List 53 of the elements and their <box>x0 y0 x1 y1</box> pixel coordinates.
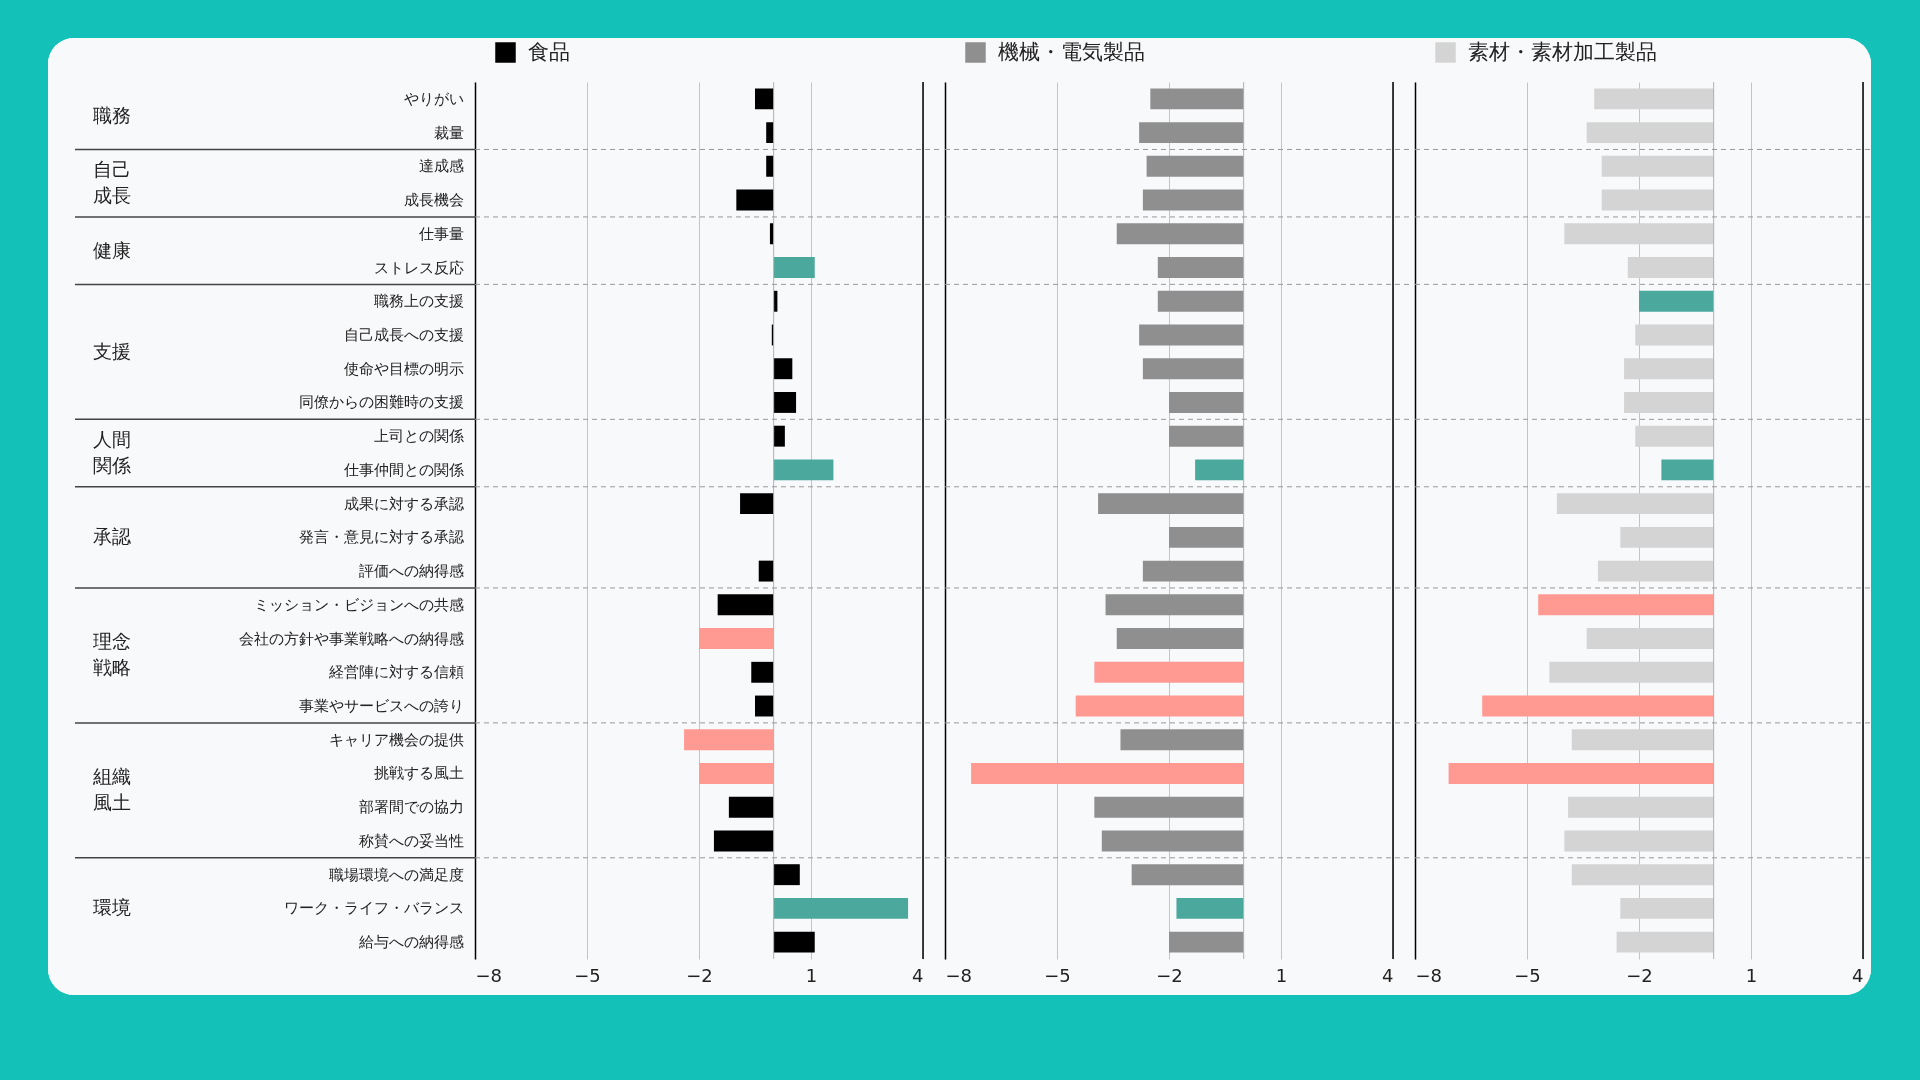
y-tick-label: 称賛への妥当性 <box>358 831 464 850</box>
legend-label: 食品 <box>528 39 570 64</box>
y-tick-label: 仕事量 <box>417 224 464 243</box>
x-tick-label: 1 <box>805 964 818 986</box>
y-tick-label: 部署間での協力 <box>358 798 464 817</box>
y-tick-label: 挑戦する風土 <box>373 764 464 783</box>
y-tick-label: 自己成長への支援 <box>343 325 464 344</box>
text: 組織風土 <box>92 765 131 814</box>
y-tick-label: キャリア機会の提供 <box>328 730 464 749</box>
y-tick-label: 上司との関係 <box>373 427 464 446</box>
x-tick-label: 4 <box>1382 964 1394 986</box>
y-tick-label: 会社の方針や事業戦略への納得感 <box>238 629 464 648</box>
x-tick-label: −8 <box>1415 964 1443 986</box>
x-tick-label: −2 <box>686 964 713 986</box>
x-tick-label: −2 <box>1156 964 1183 986</box>
y-tick-label: 裁量 <box>433 123 464 142</box>
y-tick-label: 職場環境への満足度 <box>328 865 464 884</box>
text: 職務 <box>93 103 131 126</box>
y-tick-label: 給与への納得感 <box>357 933 464 952</box>
y-tick-label: 職務上の支援 <box>373 292 464 311</box>
text: 理念戦略 <box>93 630 131 679</box>
y-tick-label: 評価への納得感 <box>358 562 464 581</box>
y-tick-label: 仕事仲間との関係 <box>342 460 464 479</box>
legend-label: 素材・素材加工製品 <box>1468 39 1657 64</box>
x-tick-label: 1 <box>1745 964 1758 986</box>
y-tick-label: ワーク・ライフ・バランス <box>283 899 464 918</box>
y-tick-label: 使命や目標の明示 <box>343 359 464 378</box>
legend-label: 機械・電気製品 <box>998 39 1145 64</box>
y-tick-label: 成果に対する承認 <box>343 494 464 513</box>
text: 支援 <box>93 339 131 362</box>
y-tick-label: 達成感 <box>418 157 464 176</box>
y-tick-label: 事業やサービスへの誇り <box>298 697 464 716</box>
y-tick-label: やりがい <box>403 89 464 108</box>
text: 承認 <box>93 525 131 548</box>
x-tick-label: −8 <box>475 964 503 986</box>
text: 健康 <box>93 238 131 261</box>
y-tick-label: 同僚からの困難時の支援 <box>298 393 464 412</box>
x-tick-label: 1 <box>1275 964 1288 986</box>
y-tick-label: 経営陣に対する信頼 <box>327 663 464 682</box>
text: 環境 <box>93 896 131 919</box>
x-tick-label: 4 <box>912 964 924 986</box>
x-tick-label: −5 <box>1044 964 1071 986</box>
x-tick-label: −8 <box>945 964 973 986</box>
x-tick-label: −5 <box>574 964 601 986</box>
text: 自己成長 <box>93 158 131 207</box>
y-tick-label: ストレス反応 <box>373 258 464 277</box>
x-tick-label: −5 <box>1514 964 1541 986</box>
text: 人間関係 <box>93 428 131 477</box>
x-tick-label: −2 <box>1626 964 1653 986</box>
y-tick-label: 発言・意見に対する承認 <box>298 528 464 547</box>
x-tick-label: 4 <box>1852 964 1864 986</box>
y-tick-label: 成長機会 <box>403 191 464 210</box>
y-tick-label: ミッション・ビジョンへの共感 <box>253 595 464 614</box>
